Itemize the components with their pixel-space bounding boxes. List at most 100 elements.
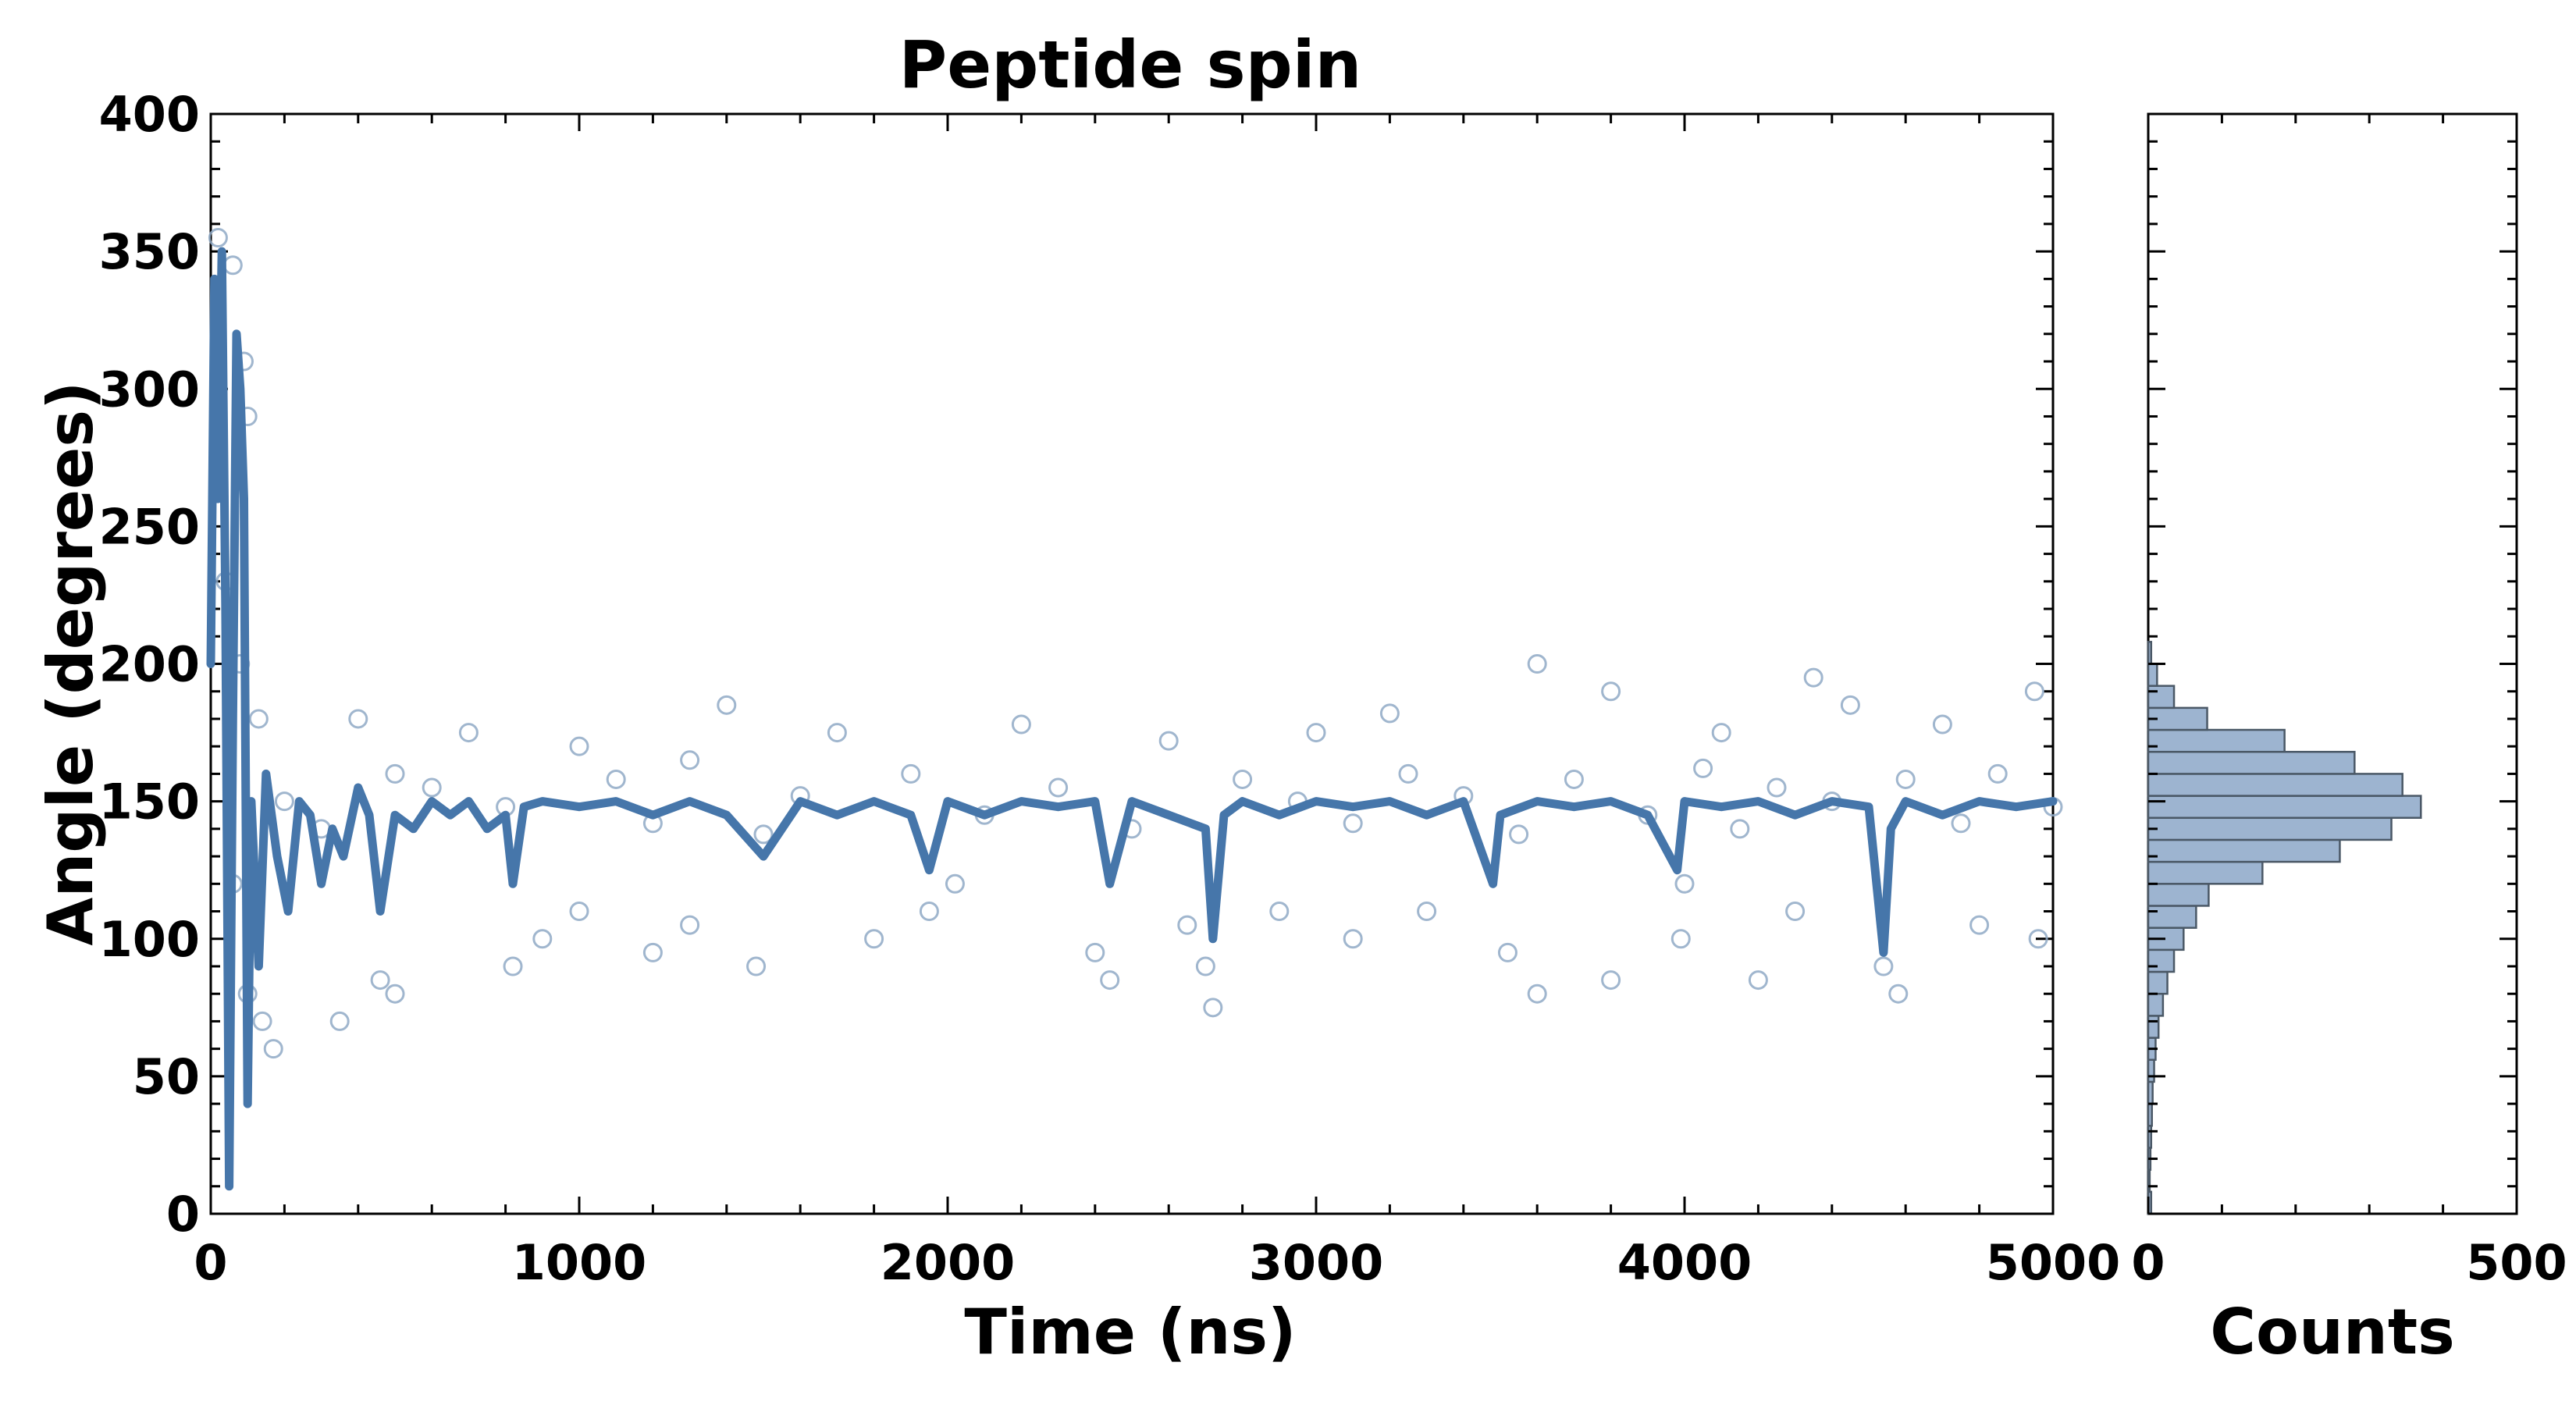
scatter-point	[1343, 929, 1363, 949]
scatter-point	[1767, 777, 1787, 798]
scatter-point	[222, 255, 243, 276]
scatter-point	[503, 956, 523, 976]
scatter-point	[1509, 824, 1529, 845]
scatter-point	[208, 228, 228, 248]
histogram-bar	[2147, 685, 2176, 710]
y-tick-label: 200	[99, 636, 200, 693]
x-tick-label: 5000	[1986, 1234, 2121, 1291]
y-tick-label: 250	[99, 498, 200, 555]
scatter-point	[1379, 703, 1400, 724]
hist-x-tick-label: 500	[2466, 1234, 2567, 1291]
histogram-bar	[2147, 641, 2153, 665]
histogram-bar	[2147, 860, 2264, 885]
scatter-point	[1343, 813, 1363, 834]
histogram-bar	[2147, 883, 2210, 907]
scatter-point	[1306, 723, 1326, 743]
scatter-point	[2024, 681, 2044, 702]
scatter-point	[1670, 929, 1691, 949]
scatter-series	[208, 228, 2063, 1059]
histogram-bar	[2147, 1080, 2154, 1105]
scatter-point	[1269, 902, 1290, 922]
scatter-point	[1888, 984, 1909, 1004]
scatter-point	[329, 1011, 350, 1031]
chart-title: Peptide spin	[899, 27, 1362, 103]
histogram-x-axis-label: Counts	[2210, 1296, 2454, 1368]
x-tick-label: 3000	[1249, 1234, 1384, 1291]
scatter-point	[2028, 929, 2048, 949]
scatter-point	[1527, 984, 1547, 1004]
y-tick-label: 400	[99, 86, 200, 143]
scatter-point	[1177, 915, 1197, 935]
scatter-point	[1969, 915, 1990, 935]
histogram-bar	[2147, 706, 2208, 731]
scatter-point	[901, 763, 921, 784]
scatter-point	[1693, 758, 1713, 778]
scatter-point	[827, 723, 847, 743]
scatter-point	[248, 709, 269, 729]
scatter-point	[1987, 763, 2008, 784]
y-tick-label: 100	[99, 911, 200, 968]
histogram-bar	[2147, 948, 2176, 973]
y-axis-label: Angle (degrees)	[34, 381, 107, 945]
scatter-point	[1674, 873, 1695, 894]
histogram-axis-ticks: 0 500	[2131, 112, 2567, 1291]
histogram-frame	[2147, 112, 2518, 1215]
histogram-bar	[2147, 992, 2165, 1017]
scatter-point	[422, 777, 442, 798]
histogram-bar	[2147, 970, 2169, 995]
scatter-point	[385, 763, 405, 784]
scatter-point	[1873, 956, 1894, 976]
scatter-point	[1497, 942, 1517, 962]
main-plot-frame	[209, 112, 2055, 1215]
scatter-point	[1195, 956, 1215, 976]
scatter-point	[370, 970, 390, 991]
y-tick-label: 0	[166, 1186, 200, 1243]
scatter-point	[1601, 970, 1621, 991]
histogram-bar	[2147, 838, 2341, 863]
histogram-bar	[2147, 773, 2403, 797]
rolling-mean-line	[206, 247, 2058, 1191]
y-tick-label: 50	[133, 1048, 200, 1105]
histogram-bar	[2147, 816, 2393, 841]
scatter-point	[274, 791, 294, 812]
scatter-point	[753, 824, 774, 845]
histogram-bar	[2147, 905, 2197, 929]
y-tick-label: 150	[99, 774, 200, 831]
hist-x-tick-label: 0	[2131, 1234, 2165, 1291]
scatter-point	[1417, 902, 1437, 922]
scatter-point	[1601, 681, 1621, 702]
scatter-point	[348, 709, 368, 729]
x-tick-label: 4000	[1617, 1234, 1752, 1291]
scatter-point	[569, 736, 589, 756]
main-axis-ticks: 0 1000 2000 3000 4000 5000 0 50 100 150 200 250 300 3…	[99, 86, 2121, 1291]
x-axis-label: Time (ns)	[964, 1296, 1296, 1368]
scatter-point	[1840, 695, 1860, 715]
scatter-point	[1951, 813, 1971, 834]
scatter-point	[680, 750, 700, 770]
scatter-point	[1803, 667, 1823, 688]
scatter-point	[1203, 998, 1223, 1018]
scatter-point	[569, 902, 589, 922]
y-tick-label: 300	[99, 361, 200, 418]
scatter-point	[1158, 731, 1179, 751]
histogram-bar	[2147, 1058, 2155, 1083]
scatter-point	[1748, 970, 1768, 991]
scatter-point	[680, 915, 700, 935]
histogram-bars	[2147, 641, 2422, 1215]
histogram-bar	[2147, 750, 2356, 775]
histogram-bar	[2147, 1102, 2153, 1127]
scatter-point	[864, 929, 884, 949]
scatter-point	[1785, 902, 1806, 922]
histogram-bar	[2147, 663, 2158, 687]
line-series	[206, 247, 2058, 1191]
scatter-point	[1895, 769, 1916, 789]
scatter-point	[1085, 942, 1105, 962]
scatter-point	[1233, 769, 1253, 789]
y-tick-label: 350	[99, 223, 200, 280]
scatter-point	[1932, 714, 1952, 735]
scatter-point	[1730, 819, 1750, 839]
x-tick-label: 2000	[881, 1234, 1016, 1291]
scatter-point	[717, 695, 737, 715]
scatter-point	[1564, 769, 1584, 789]
x-tick-label: 0	[194, 1234, 227, 1291]
